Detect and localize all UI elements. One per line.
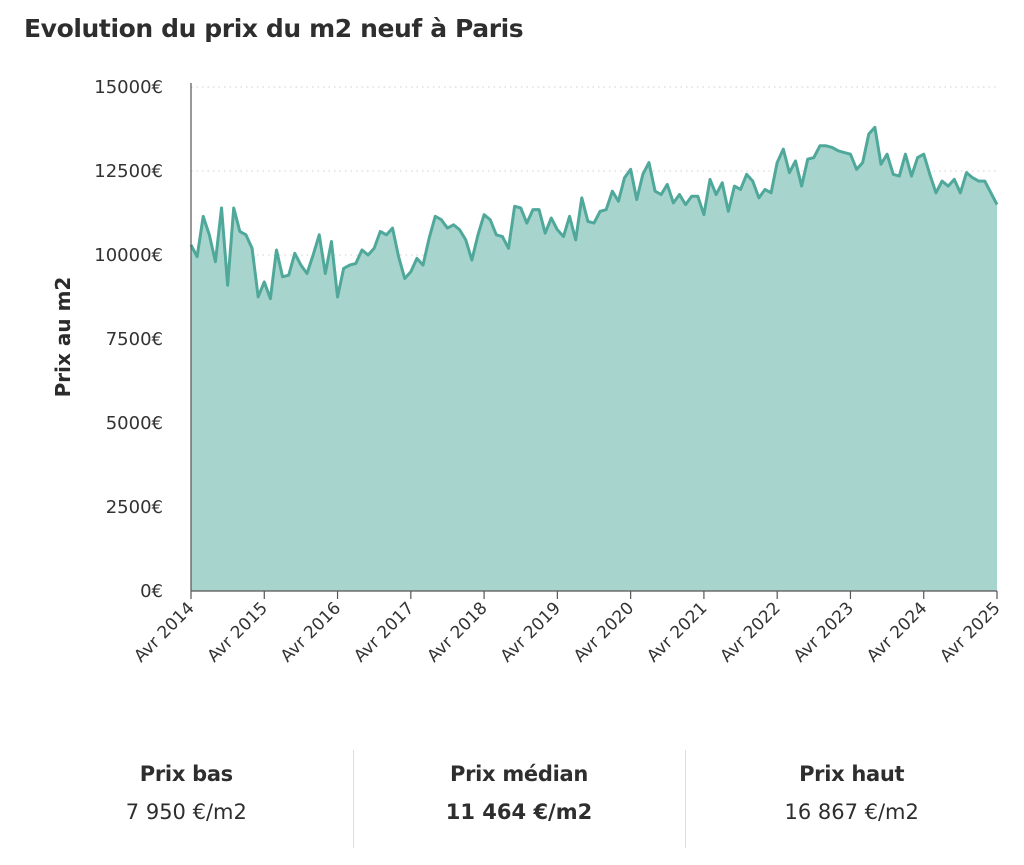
y-tick-label: 5000€ (106, 413, 163, 434)
x-tick-label: Avr 2017 (350, 598, 418, 666)
y-tick-label: 15000€ (94, 77, 163, 98)
price-line (189, 125, 999, 301)
x-tick-label: Avr 2019 (497, 598, 565, 666)
price-stats: Prix bas 7 950 €/m2 Prix médian 11 464 €… (20, 748, 1018, 848)
y-axis-ticks: 0€ 2500€ 5000€ 7500€ 10000€ 12500€ 15000€ (94, 77, 163, 602)
y-tick-label: 0€ (140, 581, 163, 602)
stat-high-label: Prix haut (799, 762, 905, 786)
x-tick-label: Avr 2022 (717, 598, 785, 666)
x-tick-label: Avr 2015 (204, 598, 272, 666)
x-tick-label: Avr 2025 (936, 598, 1004, 666)
chart-title: Evolution du prix du m2 neuf à Paris (24, 14, 524, 43)
stat-median-value: 11 464 €/m2 (445, 800, 593, 824)
stat-low-label: Prix bas (139, 762, 233, 786)
y-tick-label: 7500€ (106, 329, 163, 350)
stat-median-label: Prix médian (450, 762, 588, 786)
stat-low: Prix bas 7 950 €/m2 (20, 748, 353, 848)
x-tick-label: Avr 2020 (570, 598, 638, 666)
stat-low-value: 7 950 €/m2 (125, 800, 247, 824)
x-tick-label: Avr 2024 (863, 598, 931, 666)
y-tick-label: 12500€ (94, 161, 163, 182)
stat-high: Prix haut 16 867 €/m2 (685, 748, 1018, 848)
x-tick-label: Avr 2021 (643, 598, 711, 666)
y-tick-label: 10000€ (94, 245, 163, 266)
axes (190, 83, 997, 592)
x-axis-ticks: Avr 2014 Avr 2015 Avr 2016 Avr 2017 Avr 2018… (130, 591, 1005, 667)
x-tick-label: Avr 2023 (790, 598, 858, 666)
stat-median: Prix médian 11 464 €/m2 (352, 748, 686, 848)
x-tick-label: Avr 2014 (130, 598, 198, 666)
x-tick-label: Avr 2018 (423, 598, 491, 666)
y-tick-label: 2500€ (106, 497, 163, 518)
x-tick-label: Avr 2016 (277, 598, 345, 666)
stat-high-value: 16 867 €/m2 (784, 800, 919, 824)
price-area (191, 127, 997, 591)
y-axis-label: Prix au m2 (51, 277, 75, 398)
price-area-chart: 0€ 2500€ 5000€ 7500€ 10000€ 12500€ 15000€ Avr … (51, 77, 1005, 667)
